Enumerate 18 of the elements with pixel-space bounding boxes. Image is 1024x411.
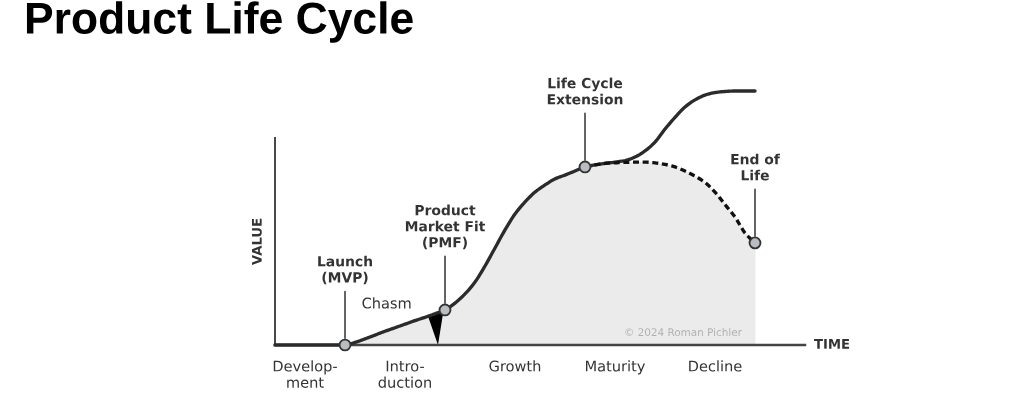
- y-axis-title: VALUE: [252, 218, 262, 266]
- point: [578, 160, 592, 174]
- annotation: © 2024 Roman Pichler: [625, 328, 742, 337]
- x-tick-label: Growth: [489, 360, 541, 372]
- x-tick-label: Decline: [689, 360, 742, 372]
- chart-title: Product Life Cycle: [26, 1, 413, 43]
- x-tick-label: Develop- ment: [273, 360, 337, 388]
- point: [338, 338, 352, 352]
- x-axis-title: TIME: [814, 339, 850, 349]
- annotation: Life Cycle Extension: [547, 77, 623, 105]
- x-tick-label: Maturity: [585, 360, 645, 375]
- annotation: Launch (MVP): [318, 255, 372, 285]
- x-tick-label: Intro- duction: [378, 360, 431, 388]
- point: [748, 236, 762, 250]
- annotation: Product Market Fit (PMF): [405, 204, 486, 250]
- point: [438, 303, 452, 317]
- annotation: End of Life: [731, 153, 780, 181]
- annotation: Chasm: [362, 297, 411, 309]
